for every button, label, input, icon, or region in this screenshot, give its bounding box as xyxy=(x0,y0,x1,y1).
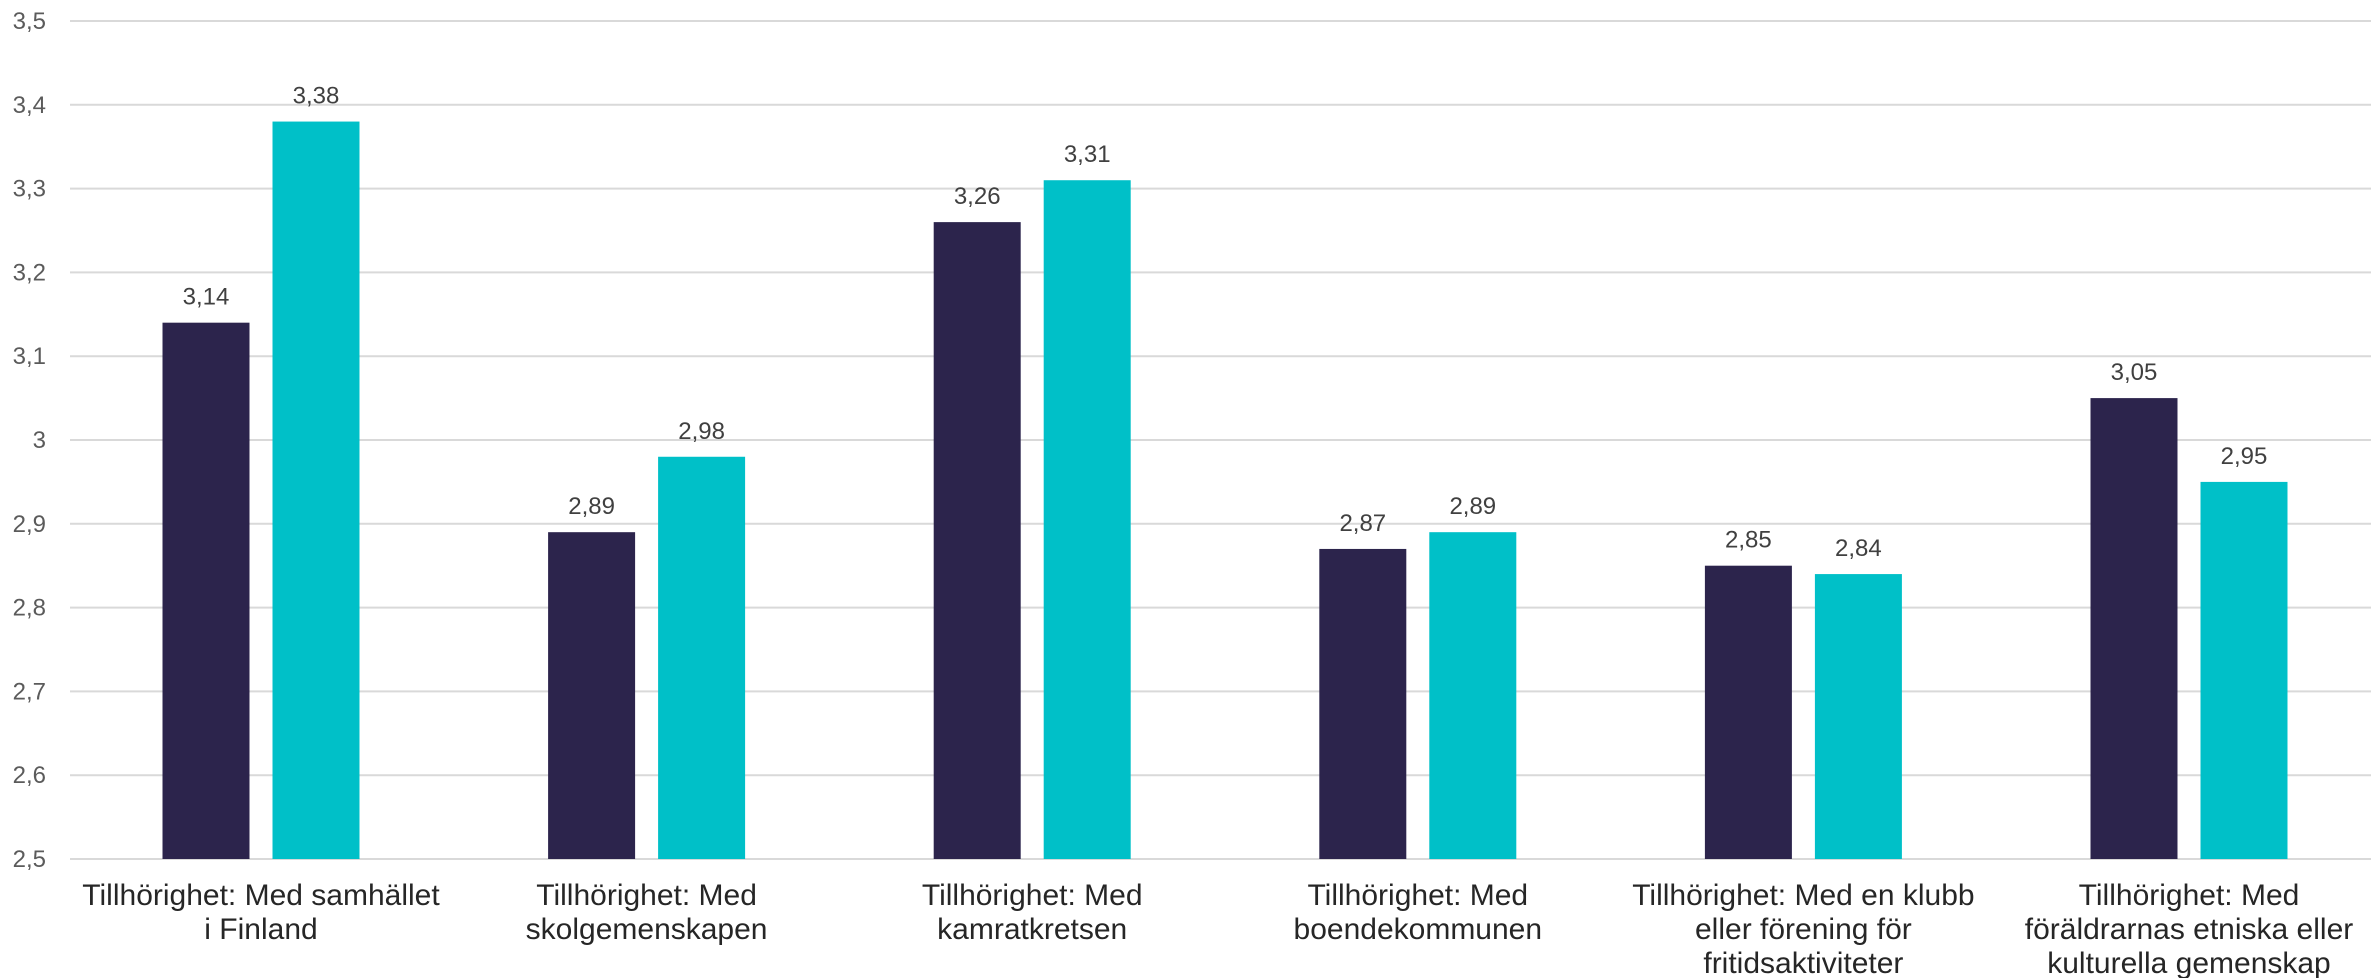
bars xyxy=(162,121,2288,860)
x-category-label: Tillhörighet: Med en klubb xyxy=(1632,879,1974,912)
bar-series-2 xyxy=(1429,532,1517,859)
bar-series-1 xyxy=(162,322,250,859)
data-labels: 3,14 3,38 2,89 2,98 3,26 3,31 2,87 2,89 2,85 2,84… xyxy=(183,83,2268,563)
bar-series-1 xyxy=(933,222,1021,859)
data-label: 2,89 xyxy=(1449,493,1496,520)
y-tick-label: 3 xyxy=(33,427,46,454)
y-axis-ticks: 2,5 2,6 2,7 2,8 2,9 3 3,1 3,2 3,3 3,4 3,5 xyxy=(13,8,46,873)
x-category-label: eller förening för xyxy=(1695,913,1912,946)
data-label: 3,38 xyxy=(293,83,340,110)
y-tick-label: 2,7 xyxy=(13,678,46,705)
y-tick-label: 3,2 xyxy=(13,259,46,286)
x-category-label: i Finland xyxy=(204,913,317,946)
y-tick-label: 2,5 xyxy=(13,846,46,873)
bar-series-1 xyxy=(1319,548,1407,859)
bar-series-2 xyxy=(1814,574,1902,859)
y-tick-label: 3,4 xyxy=(13,92,46,119)
y-tick-label: 3,3 xyxy=(13,176,46,203)
x-category-label: Tillhörighet: Med xyxy=(922,879,1143,912)
y-tick-label: 2,8 xyxy=(13,595,46,622)
y-tick-label: 2,6 xyxy=(13,762,46,789)
x-category-label: Tillhörighet: Med samhället xyxy=(82,879,440,912)
data-label: 2,98 xyxy=(678,418,725,445)
x-category-label: Tillhörighet: Med xyxy=(1307,879,1528,912)
bar-series-1 xyxy=(548,532,636,859)
y-tick-label: 3,1 xyxy=(13,343,46,370)
bar-series-2 xyxy=(658,456,746,859)
x-category-label: boendekommunen xyxy=(1294,913,1543,946)
x-category-label: föräldrarnas etniska eller xyxy=(2025,913,2354,946)
bar-series-2 xyxy=(1043,180,1131,860)
data-label: 2,85 xyxy=(1725,527,1772,554)
data-label: 3,14 xyxy=(183,284,230,311)
x-category-label: Tillhörighet: Med xyxy=(2079,879,2300,912)
data-label: 2,95 xyxy=(2221,443,2268,470)
data-label: 3,31 xyxy=(1064,141,1111,168)
x-category-label: kulturella gemenskap xyxy=(2047,947,2331,978)
bar-series-1 xyxy=(2090,398,2178,859)
bar-series-2 xyxy=(272,121,360,859)
bar-series-1 xyxy=(1704,565,1792,859)
bar-series-2 xyxy=(2200,481,2288,859)
y-tick-label: 3,5 xyxy=(13,8,46,35)
data-label: 2,87 xyxy=(1339,510,1386,537)
data-label: 3,05 xyxy=(2111,359,2158,386)
gridlines xyxy=(70,20,2371,860)
x-category-label: kamratkretsen xyxy=(937,913,1127,946)
x-category-label: skolgemenskapen xyxy=(526,913,768,946)
data-label: 2,84 xyxy=(1835,535,1882,562)
x-category-label: Tillhörighet: Med xyxy=(536,879,757,912)
data-label: 3,26 xyxy=(954,183,1001,210)
x-category-label: fritidsaktiviteter xyxy=(1703,947,1903,978)
data-label: 2,89 xyxy=(568,493,615,520)
y-tick-label: 2,9 xyxy=(13,511,46,538)
